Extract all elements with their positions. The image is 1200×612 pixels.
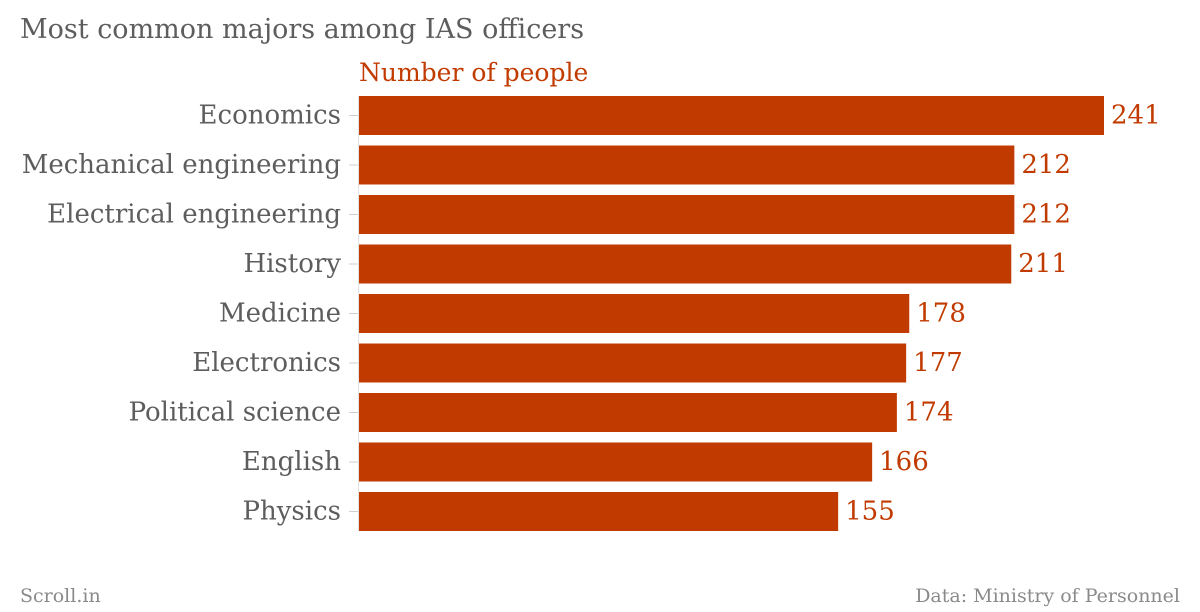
category-label: Economics [199, 101, 341, 131]
value-label: 212 [1021, 200, 1071, 230]
bar [359, 393, 897, 432]
category-label: Electrical engineering [47, 200, 341, 230]
category-label: Electronics [192, 348, 341, 378]
bar [359, 195, 1015, 234]
chart-title: Most common majors among IAS officers [20, 14, 585, 45]
bar [359, 442, 873, 482]
category-label: Political science [129, 398, 341, 428]
value-label: 211 [1018, 249, 1068, 279]
value-label: 177 [913, 348, 963, 378]
bar [359, 145, 1015, 185]
value-label: 212 [1021, 150, 1071, 180]
category-label: Physics [243, 497, 342, 527]
category-label: English [242, 447, 341, 477]
bar [359, 492, 839, 531]
series-label: Number of people [359, 58, 589, 87]
bar [359, 244, 1012, 284]
value-label: 166 [879, 447, 929, 477]
footer-source: Data: Ministry of Personnel [915, 585, 1180, 607]
bar [359, 294, 910, 333]
category-label: Mechanical engineering [22, 150, 341, 180]
footer-credit: Scroll.in [20, 585, 101, 607]
category-label: Medicine [219, 299, 341, 329]
value-label: 155 [845, 497, 895, 527]
bar [359, 96, 1104, 135]
value-label: 241 [1111, 101, 1161, 131]
value-label: 174 [904, 398, 954, 428]
bar [359, 343, 907, 383]
value-label: 178 [916, 299, 966, 329]
category-label: History [243, 249, 341, 279]
